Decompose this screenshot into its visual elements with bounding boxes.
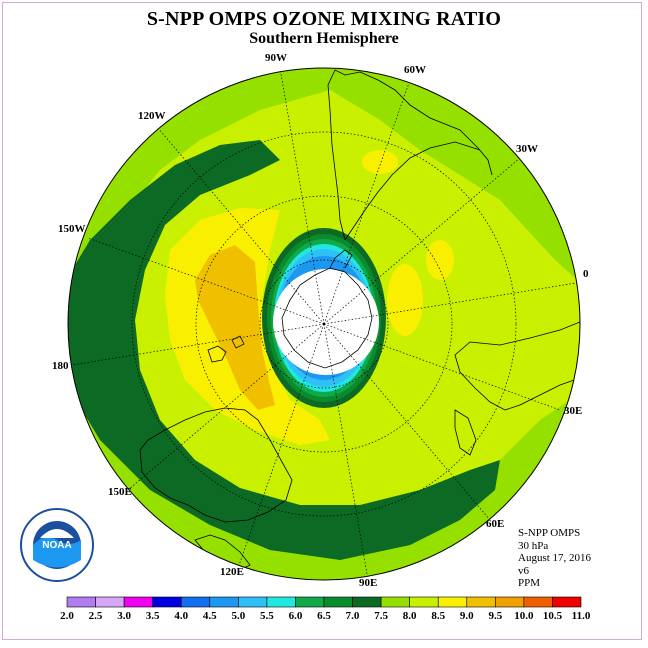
lon-label-150e: 150E	[108, 486, 132, 498]
south-pole-marker	[322, 322, 326, 326]
meridians	[68, 68, 580, 580]
lon-label-30w: 30W	[516, 143, 538, 155]
field-8-5-patch	[387, 264, 423, 336]
lon-label-90w: 90W	[265, 52, 287, 64]
colorbar-swatch	[323, 596, 353, 608]
colorbar-swatch	[180, 596, 211, 608]
no-data-region	[273, 269, 379, 375]
map-subtitle: Southern Hemisphere	[249, 30, 399, 47]
colorbar-tick-label: 11.0	[571, 610, 591, 622]
colorbar-tick-label: 8.5	[431, 610, 446, 622]
colorbar-swatch	[352, 596, 382, 608]
colorbar-swatch	[437, 596, 468, 608]
noaa-logo-text: NOAA	[42, 540, 71, 551]
lon-label-120w: 120W	[138, 110, 166, 122]
colorbar-swatch	[552, 596, 582, 608]
colorbar-swatch	[66, 596, 96, 608]
info-block: S-NPP OMPS 30 hPa August 17, 2016 v6 PPM	[518, 527, 591, 590]
colorbar-tick-label: 3.0	[117, 610, 131, 622]
info-units: PPM	[518, 577, 541, 590]
lon-label-0: 0	[583, 268, 589, 280]
field-8-5-patch	[426, 240, 454, 280]
colorbar-swatch	[95, 596, 125, 608]
colorbar-tick-label: 4.5	[202, 610, 217, 622]
latitude-circles	[131, 131, 517, 517]
colorbar-tick-label: 9.5	[488, 610, 503, 622]
colorbar-tick-label: 8.0	[402, 610, 417, 622]
colorbar-tick-label: 3.5	[145, 610, 160, 622]
colorbar-swatch	[295, 596, 325, 608]
field-9-0	[195, 245, 275, 410]
lon-label-120e: 120E	[220, 566, 244, 578]
colorbar-tick-label: 5.5	[260, 610, 274, 622]
colorbar-swatch	[466, 596, 496, 608]
lon-label-180: 180	[52, 360, 69, 372]
colorbar-tick-label: 2.5	[88, 610, 103, 622]
info-level: 30 hPa	[518, 539, 549, 552]
colorbar-tick-label: 7.0	[345, 610, 360, 622]
colorbar-swatch	[209, 596, 239, 608]
field-8-5-patch	[362, 150, 398, 174]
colorbar-tick-label: 6.0	[288, 610, 303, 622]
noaa-logo: NOAA	[20, 508, 94, 582]
colorbar-tick-label: 10.5	[542, 610, 563, 622]
colorbar-tick-label: 10.0	[514, 610, 534, 622]
map-boundary	[67, 67, 581, 581]
field-7-0	[68, 140, 500, 560]
figure-frame	[2, 2, 642, 640]
lon-label-60e: 60E	[486, 518, 505, 530]
lon-label-30e: 30E	[564, 405, 583, 417]
colorbar-swatch	[380, 596, 410, 608]
colorbar-swatch	[238, 596, 268, 608]
coastlines	[139, 69, 580, 571]
colorbar-tick-label: 7.5	[374, 610, 388, 622]
lon-label-60w: 60W	[404, 64, 426, 76]
colorbar-swatch	[123, 596, 153, 608]
colorbar-swatch	[523, 596, 553, 608]
colorbar-tick-label: 6.5	[317, 610, 331, 622]
info-date: August 17, 2016	[518, 552, 592, 565]
info-instrument: S-NPP OMPS	[518, 527, 581, 539]
map-title: S-NPP OMPS OZONE MIXING RATIO	[146, 8, 502, 30]
colorbar-swatch	[495, 596, 525, 608]
colorbar-tick-label: 2.0	[60, 610, 74, 622]
lon-label-90e: 90E	[359, 577, 378, 589]
lon-label-150w: 150W	[58, 223, 86, 235]
colorbar	[66, 596, 582, 608]
colorbar-tick-label: 9.0	[459, 610, 474, 622]
colorbar-tick-label: 4.0	[174, 610, 189, 622]
colorbar-tick-label: 5.0	[231, 610, 246, 622]
colorbar-swatch	[152, 596, 182, 608]
colorbar-swatch	[266, 596, 296, 608]
colorbar-swatch	[409, 596, 439, 608]
info-version: v6	[518, 564, 529, 577]
